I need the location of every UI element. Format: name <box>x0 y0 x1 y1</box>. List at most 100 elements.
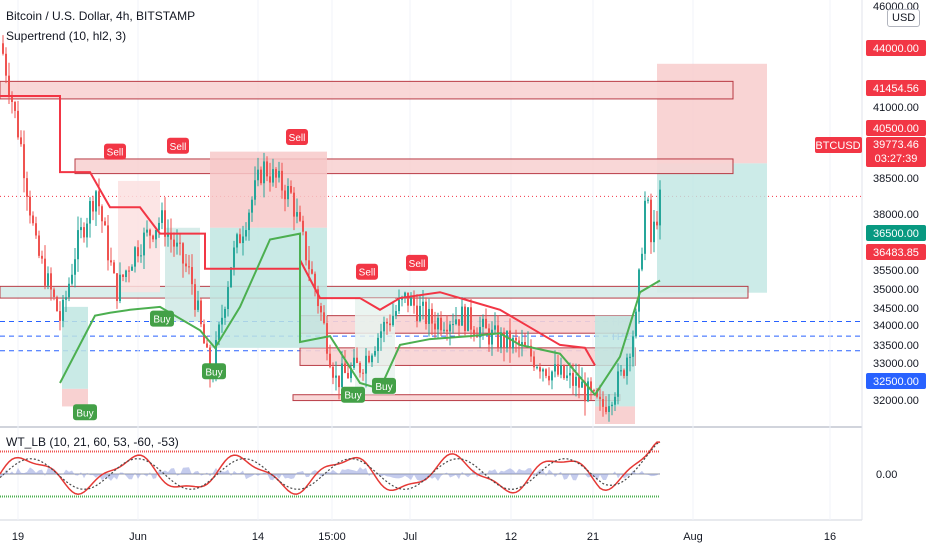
last-price-text: 39773.46 <box>873 139 919 151</box>
candle-body <box>374 351 376 356</box>
candle-body <box>542 369 544 372</box>
candle-body <box>209 347 211 378</box>
signal-badge <box>73 404 97 421</box>
signal-text: Buy <box>344 391 361 402</box>
candle-body <box>491 329 493 345</box>
time-tick: 21 <box>587 531 599 543</box>
supertrend-up-line <box>59 232 661 397</box>
candle-body <box>452 324 454 326</box>
candle-body <box>47 273 49 286</box>
candle-body <box>461 306 463 326</box>
price-tick: 35000.00 <box>873 284 919 296</box>
price-tag-text: 36500.00 <box>873 228 919 240</box>
candle-body <box>53 289 55 297</box>
candle-body <box>437 317 439 330</box>
candle-body <box>512 337 514 349</box>
signal-text: Buy <box>375 382 392 393</box>
candle-body <box>569 372 571 376</box>
candle-body <box>647 199 649 201</box>
signal-text: Sell <box>170 142 187 153</box>
candle-body <box>233 247 235 268</box>
signal-badge <box>202 363 226 380</box>
signal-text: Sell <box>409 259 426 270</box>
candle-body <box>89 201 91 224</box>
candle-body <box>68 283 70 298</box>
oscillator-pane <box>0 441 661 498</box>
price-tag-text: 40500.00 <box>873 123 919 135</box>
last-price-bg <box>866 137 926 167</box>
candle-body <box>299 212 301 221</box>
candle-body <box>470 307 472 330</box>
level-zone <box>299 347 636 366</box>
candle-body <box>488 328 490 345</box>
candle-body <box>62 299 64 321</box>
candle-body <box>377 337 379 352</box>
candle-body <box>29 196 31 216</box>
signal-badge <box>167 137 189 154</box>
candle-body <box>368 355 370 363</box>
signal-text: Buy <box>205 367 222 378</box>
candle-body <box>113 262 115 274</box>
candle-body <box>410 296 412 306</box>
candle-body <box>353 357 355 368</box>
candle-body <box>296 212 298 217</box>
candle-body <box>302 220 304 232</box>
price-tag-bg <box>866 225 926 241</box>
candle-body <box>536 367 538 369</box>
candle-body <box>521 342 523 346</box>
symbol-tag: BTCUSD <box>815 140 860 152</box>
candle-body <box>425 301 427 324</box>
countdown-text: 03:27:39 <box>875 153 918 165</box>
candle-body <box>134 247 136 267</box>
candle-body <box>128 270 130 272</box>
level-zone <box>0 80 734 100</box>
candle-body <box>164 210 166 237</box>
sell-signal: Sell <box>104 143 126 160</box>
buy-signal: Buy <box>150 310 174 327</box>
candle-body <box>251 199 253 213</box>
reward-zone <box>657 163 767 293</box>
candle-body <box>413 296 415 306</box>
candle-body <box>314 273 316 290</box>
price-tick: 35500.00 <box>873 265 919 277</box>
candle-body <box>320 306 322 313</box>
zones-layer <box>0 63 767 424</box>
candle-body <box>269 176 271 183</box>
candle-body <box>197 300 199 310</box>
candle-body <box>290 186 292 193</box>
candle-body <box>248 212 250 231</box>
candle-body <box>23 144 25 179</box>
candle-body <box>608 406 610 412</box>
candle-body <box>392 315 394 326</box>
candle-body <box>104 221 106 226</box>
currency-badge[interactable]: USD <box>887 9 921 27</box>
candle-body <box>185 263 187 267</box>
candle-body <box>473 329 475 335</box>
candle-body <box>428 308 430 324</box>
candle-body <box>380 331 382 338</box>
candle-body <box>431 308 433 324</box>
candle-body <box>110 260 112 263</box>
candle-body <box>617 371 619 397</box>
signal-text: Buy <box>76 408 93 419</box>
candle-body <box>215 340 217 376</box>
candle-body <box>2 43 4 54</box>
candle-body <box>77 230 79 260</box>
candle-body <box>614 396 616 405</box>
candle-body <box>257 169 259 181</box>
candle-body <box>188 266 190 268</box>
candle-body <box>161 210 163 223</box>
candle-body <box>587 381 589 402</box>
signal-text: Sell <box>359 268 376 279</box>
supertrend-layer <box>0 95 661 397</box>
candle-body <box>317 289 319 307</box>
candle-body <box>620 370 622 372</box>
candle-body <box>446 329 448 332</box>
candle-body <box>386 321 388 324</box>
candle-body <box>416 305 418 322</box>
candle-body <box>167 232 169 237</box>
osc-wt1-line <box>0 441 660 495</box>
candle-body <box>506 330 508 348</box>
price-tick: 32000.00 <box>873 395 919 407</box>
candle-body <box>611 404 613 407</box>
